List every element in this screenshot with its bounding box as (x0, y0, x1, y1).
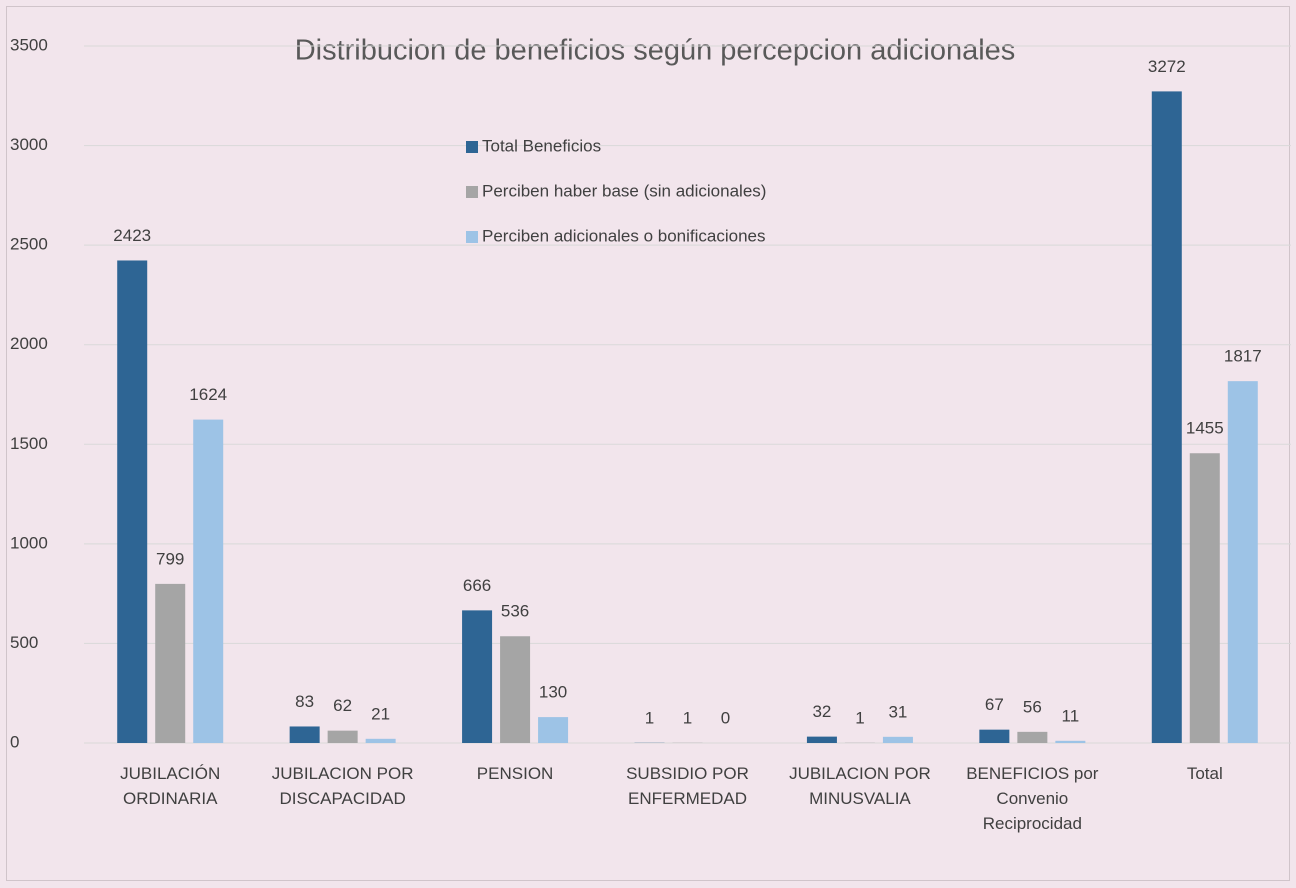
bar (155, 583, 186, 743)
bar (1151, 91, 1182, 744)
chart-title: Distribucion de beneficios según percepc… (295, 35, 1016, 67)
y-tick-label: 3000 (10, 135, 48, 154)
data-label: 130 (539, 683, 567, 702)
bar (327, 730, 358, 743)
data-label: 83 (295, 692, 314, 711)
bar (193, 419, 224, 743)
data-label: 21 (371, 704, 390, 723)
bar (365, 738, 396, 743)
bar (882, 736, 913, 743)
bar (462, 610, 493, 743)
data-label: 0 (721, 708, 730, 727)
bar (1227, 381, 1258, 743)
data-label: 67 (985, 695, 1004, 714)
data-label: 799 (156, 549, 184, 568)
data-label: 1455 (1186, 419, 1224, 438)
y-tick-label: 1500 (10, 434, 48, 453)
bar (806, 736, 837, 743)
legend-swatch (466, 141, 478, 153)
legend-label: Perciben adicionales o bonificaciones (482, 226, 766, 245)
bar (1189, 453, 1220, 743)
bar (289, 726, 320, 743)
bar (117, 260, 148, 743)
x-tick-label: JUBILACION POR MINUSVALIA (789, 764, 931, 808)
y-tick-label: 0 (10, 732, 19, 751)
data-label: 1624 (189, 385, 227, 404)
x-tick-label: PENSION (476, 764, 554, 783)
data-label: 56 (1023, 697, 1042, 716)
bar (538, 717, 569, 743)
bar (1055, 740, 1086, 743)
data-label: 3272 (1148, 57, 1186, 76)
data-label: 1 (855, 708, 864, 727)
data-label: 31 (888, 702, 907, 721)
y-tick-label: 2000 (10, 334, 48, 353)
data-label: 666 (463, 576, 491, 595)
x-tick-label: JUBILACIÓN ORDINARIA (120, 764, 221, 808)
data-label: 1817 (1224, 347, 1262, 366)
x-tick-label: Total (1186, 764, 1223, 783)
data-label: 2423 (113, 226, 151, 245)
data-label: 536 (501, 602, 529, 621)
data-label: 11 (1062, 706, 1080, 725)
data-label: 1 (683, 708, 692, 727)
y-tick-label: 3500 (10, 35, 48, 54)
bar (1017, 731, 1048, 743)
data-label: 62 (333, 696, 352, 715)
legend-swatch (466, 186, 478, 198)
legend-label: Total Beneficios (482, 136, 601, 155)
y-tick-label: 1000 (10, 533, 48, 552)
y-tick-label: 2500 (10, 235, 48, 254)
x-tick-label: JUBILACION POR DISCAPACIDAD (271, 764, 414, 808)
y-tick-label: 500 (10, 633, 38, 652)
bar (979, 729, 1010, 743)
x-tick-label: BENEFICIOS por Convenio Reciprocidad (966, 764, 1099, 833)
legend-label: Perciben haber base (sin adicionales) (482, 181, 766, 200)
data-label: 1 (645, 708, 654, 727)
data-label: 32 (812, 702, 831, 721)
chart-border (6, 6, 1290, 881)
x-tick-label: SUBSIDIO POR ENFERMEDAD (626, 764, 749, 808)
bar (500, 636, 531, 743)
legend-swatch (466, 231, 478, 243)
